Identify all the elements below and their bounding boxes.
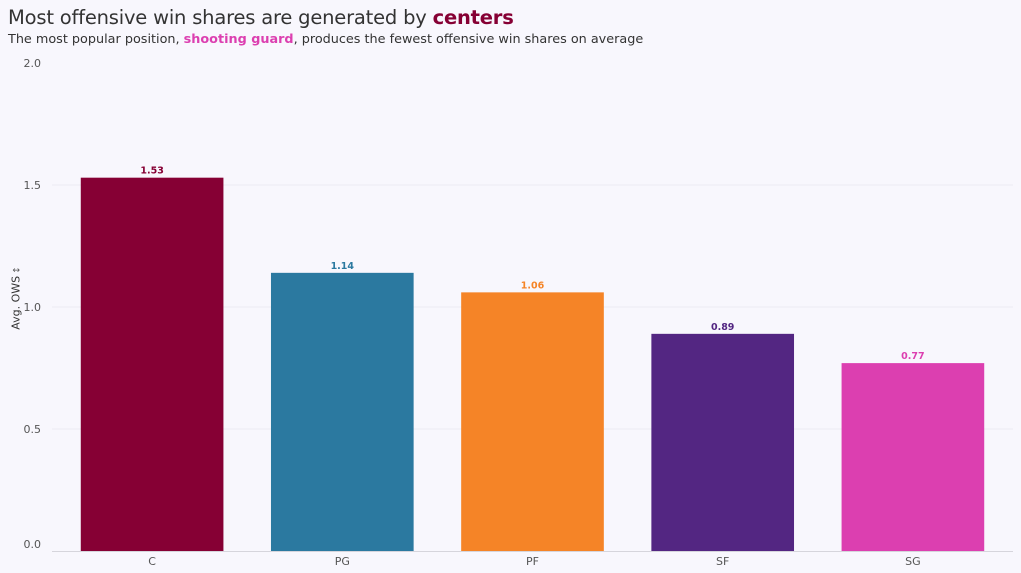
data-label: 1.06 [521,280,545,291]
x-tick-label: PG [335,555,350,568]
bar-sg [841,363,985,551]
x-tick-label: SF [716,555,729,568]
chart-title: Most offensive win shares are generated … [8,6,643,29]
y-tick-label: 0.0 [24,538,42,551]
title-highlight-centers: centers [432,6,514,29]
y-tick-label: 2.0 [24,57,42,70]
chart-subtitle: The most popular position, shooting guar… [8,32,643,47]
title-prefix: Most offensive win shares are generated … [8,6,433,29]
subtitle-highlight-shooting-guard: shooting guard [183,32,294,47]
subtitle-prefix: The most popular position, [8,32,184,47]
y-tick-label: 1.5 [24,179,42,192]
bar-pf [461,292,604,551]
chart-header: Most offensive win shares are generated … [8,6,643,47]
x-tick-label: C [148,555,156,568]
y-tick-label: 0.5 [24,423,42,436]
subtitle-suffix: , produces the fewest offensive win shar… [293,32,644,47]
bar-pg [270,272,414,551]
sort-icon[interactable]: ↕ [12,266,23,274]
data-label: 1.53 [140,166,163,177]
y-axis-label[interactable]: Avg. OWS↕ [10,266,23,329]
x-tick-label: SG [905,555,921,568]
y-tick-label: 1.0 [24,301,42,314]
data-label: 1.14 [331,261,355,272]
data-label: 0.77 [901,351,924,362]
y-axis-label-text: Avg. OWS [9,275,23,330]
x-tick-label: PF [526,555,539,568]
bar-c [80,177,224,551]
bar-sf [651,333,795,551]
data-label: 0.89 [711,322,734,333]
